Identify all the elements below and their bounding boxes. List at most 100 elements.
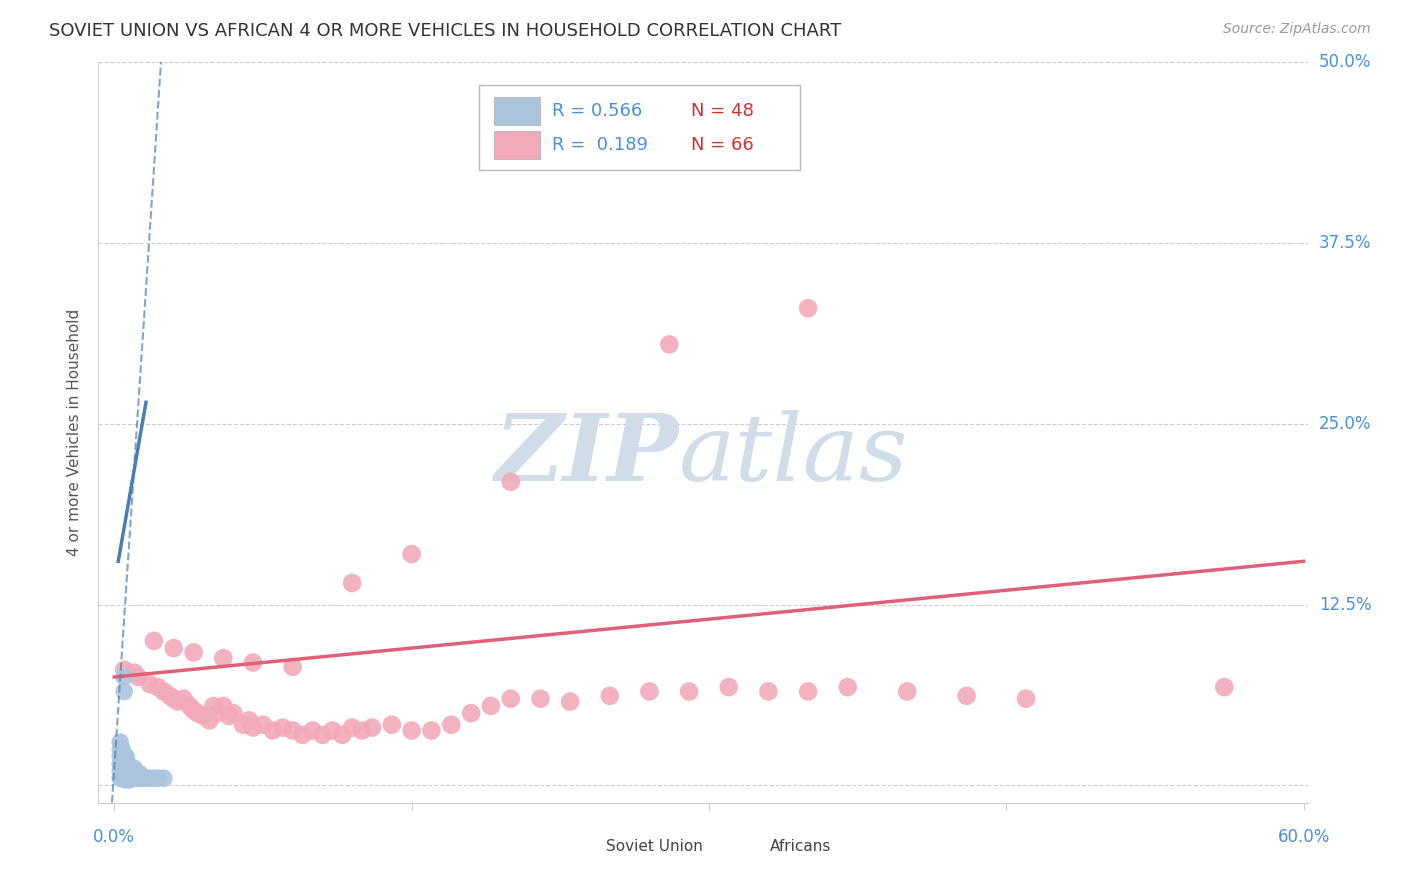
Point bbox=[115, 749, 138, 764]
Point bbox=[252, 717, 274, 731]
Point bbox=[198, 714, 221, 728]
Point bbox=[281, 723, 304, 738]
Point bbox=[111, 767, 134, 781]
Text: 12.5%: 12.5% bbox=[1319, 596, 1371, 614]
Point bbox=[112, 749, 135, 764]
Point bbox=[127, 767, 149, 781]
FancyBboxPatch shape bbox=[479, 85, 800, 169]
Text: Source: ZipAtlas.com: Source: ZipAtlas.com bbox=[1223, 22, 1371, 37]
Point bbox=[281, 660, 304, 674]
Point bbox=[115, 772, 138, 787]
Point bbox=[207, 706, 229, 720]
Point bbox=[499, 475, 522, 489]
Point bbox=[183, 645, 205, 659]
Point bbox=[125, 771, 148, 785]
Point bbox=[129, 771, 152, 785]
Point bbox=[163, 691, 186, 706]
Point bbox=[896, 684, 918, 698]
Point bbox=[212, 698, 235, 713]
Point bbox=[262, 723, 284, 738]
Point bbox=[112, 770, 135, 784]
Point bbox=[112, 764, 135, 778]
Point bbox=[183, 703, 205, 717]
Point bbox=[758, 684, 780, 698]
Point bbox=[110, 756, 132, 771]
Point bbox=[110, 749, 132, 764]
Y-axis label: 4 or more Vehicles in Household: 4 or more Vehicles in Household bbox=[67, 309, 83, 557]
Point bbox=[599, 689, 621, 703]
Text: ZIP: ZIP bbox=[495, 409, 679, 500]
Point bbox=[238, 714, 260, 728]
Text: 37.5%: 37.5% bbox=[1319, 235, 1371, 252]
Point bbox=[120, 767, 142, 781]
Point bbox=[638, 684, 661, 698]
Point bbox=[139, 677, 162, 691]
Point bbox=[142, 771, 165, 785]
Point bbox=[115, 764, 138, 778]
Point bbox=[202, 698, 225, 713]
Point bbox=[112, 772, 135, 787]
Text: 0.0%: 0.0% bbox=[93, 828, 135, 846]
Point bbox=[166, 695, 188, 709]
Point bbox=[560, 695, 582, 709]
Point bbox=[271, 721, 294, 735]
Point bbox=[146, 680, 169, 694]
Point bbox=[242, 721, 264, 735]
Point bbox=[460, 706, 482, 720]
FancyBboxPatch shape bbox=[494, 97, 540, 126]
FancyBboxPatch shape bbox=[564, 836, 600, 857]
Point bbox=[111, 771, 134, 785]
Point bbox=[110, 735, 132, 749]
Point bbox=[110, 764, 132, 778]
Point bbox=[179, 698, 201, 713]
Point bbox=[401, 723, 423, 738]
Point bbox=[658, 337, 681, 351]
Point bbox=[1213, 680, 1236, 694]
Point bbox=[153, 771, 176, 785]
Point bbox=[110, 771, 132, 785]
Point bbox=[153, 684, 176, 698]
Point bbox=[131, 771, 153, 785]
Point bbox=[139, 771, 162, 785]
Point bbox=[129, 767, 152, 781]
Text: 50.0%: 50.0% bbox=[1319, 54, 1371, 71]
Point bbox=[117, 764, 139, 778]
Point bbox=[222, 706, 245, 720]
Point bbox=[135, 771, 157, 785]
Point bbox=[117, 772, 139, 787]
Point bbox=[311, 728, 333, 742]
Point bbox=[122, 771, 145, 785]
Point bbox=[117, 770, 139, 784]
Point bbox=[112, 670, 135, 684]
Point bbox=[330, 728, 353, 742]
Text: Africans: Africans bbox=[769, 839, 831, 854]
Point bbox=[132, 771, 155, 785]
Point bbox=[218, 709, 240, 723]
Point bbox=[127, 670, 149, 684]
Point bbox=[340, 721, 363, 735]
Point bbox=[529, 691, 551, 706]
Point bbox=[242, 656, 264, 670]
Point bbox=[122, 767, 145, 781]
Point bbox=[142, 633, 165, 648]
Point bbox=[440, 717, 463, 731]
Point bbox=[115, 756, 138, 771]
Point bbox=[173, 691, 195, 706]
Text: N = 66: N = 66 bbox=[690, 136, 754, 153]
Point bbox=[112, 663, 135, 677]
Point bbox=[212, 651, 235, 665]
Point bbox=[301, 723, 323, 738]
Point bbox=[121, 764, 143, 778]
FancyBboxPatch shape bbox=[727, 836, 763, 857]
Point bbox=[111, 761, 134, 775]
FancyBboxPatch shape bbox=[494, 130, 540, 159]
Point bbox=[291, 728, 314, 742]
Point bbox=[122, 761, 145, 775]
Text: 25.0%: 25.0% bbox=[1319, 415, 1371, 433]
Point bbox=[352, 723, 374, 738]
Point bbox=[117, 756, 139, 771]
Point bbox=[401, 547, 423, 561]
Point bbox=[232, 717, 254, 731]
Text: SOVIET UNION VS AFRICAN 4 OR MORE VEHICLES IN HOUSEHOLD CORRELATION CHART: SOVIET UNION VS AFRICAN 4 OR MORE VEHICL… bbox=[49, 22, 841, 40]
Text: Soviet Union: Soviet Union bbox=[606, 839, 703, 854]
